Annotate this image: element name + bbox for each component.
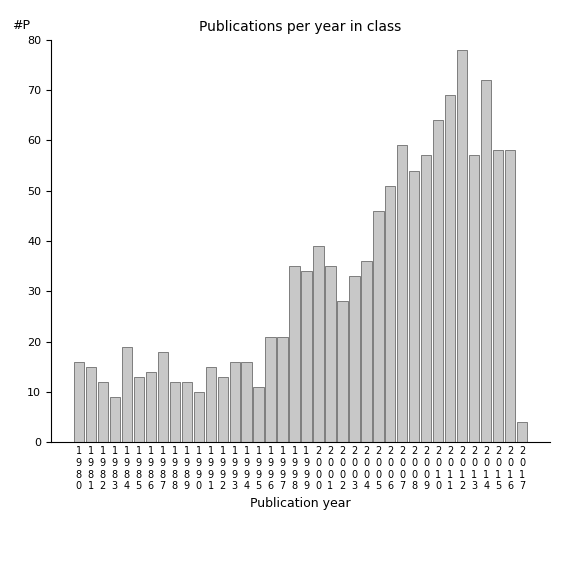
Bar <box>386 185 396 442</box>
Bar <box>74 362 84 442</box>
Bar <box>109 397 120 442</box>
Bar <box>122 346 132 442</box>
Bar <box>469 155 479 442</box>
Bar <box>158 352 168 442</box>
Bar <box>218 377 228 442</box>
Bar <box>397 145 408 442</box>
Title: Publications per year in class: Publications per year in class <box>200 20 401 35</box>
Bar <box>302 271 312 442</box>
Bar <box>98 382 108 442</box>
Bar <box>193 392 204 442</box>
Bar <box>493 150 503 442</box>
Bar <box>242 362 252 442</box>
Bar <box>265 337 276 442</box>
Bar <box>457 50 467 442</box>
Bar <box>433 120 443 442</box>
Bar <box>86 367 96 442</box>
Bar <box>314 246 324 442</box>
Bar <box>337 302 348 442</box>
Bar <box>134 377 144 442</box>
Bar <box>409 171 420 442</box>
Bar <box>349 276 359 442</box>
Y-axis label: #P: #P <box>12 19 30 32</box>
Bar <box>289 266 299 442</box>
Bar <box>253 387 264 442</box>
Bar <box>146 372 156 442</box>
Bar <box>361 261 371 442</box>
Bar <box>325 266 336 442</box>
Bar <box>373 211 383 442</box>
Bar <box>205 367 215 442</box>
Bar <box>230 362 240 442</box>
Bar <box>181 382 192 442</box>
X-axis label: Publication year: Publication year <box>250 497 351 510</box>
Bar <box>445 95 455 442</box>
Bar <box>421 155 431 442</box>
Bar <box>517 422 527 442</box>
Bar <box>170 382 180 442</box>
Bar <box>505 150 515 442</box>
Bar <box>277 337 287 442</box>
Bar <box>481 80 492 442</box>
